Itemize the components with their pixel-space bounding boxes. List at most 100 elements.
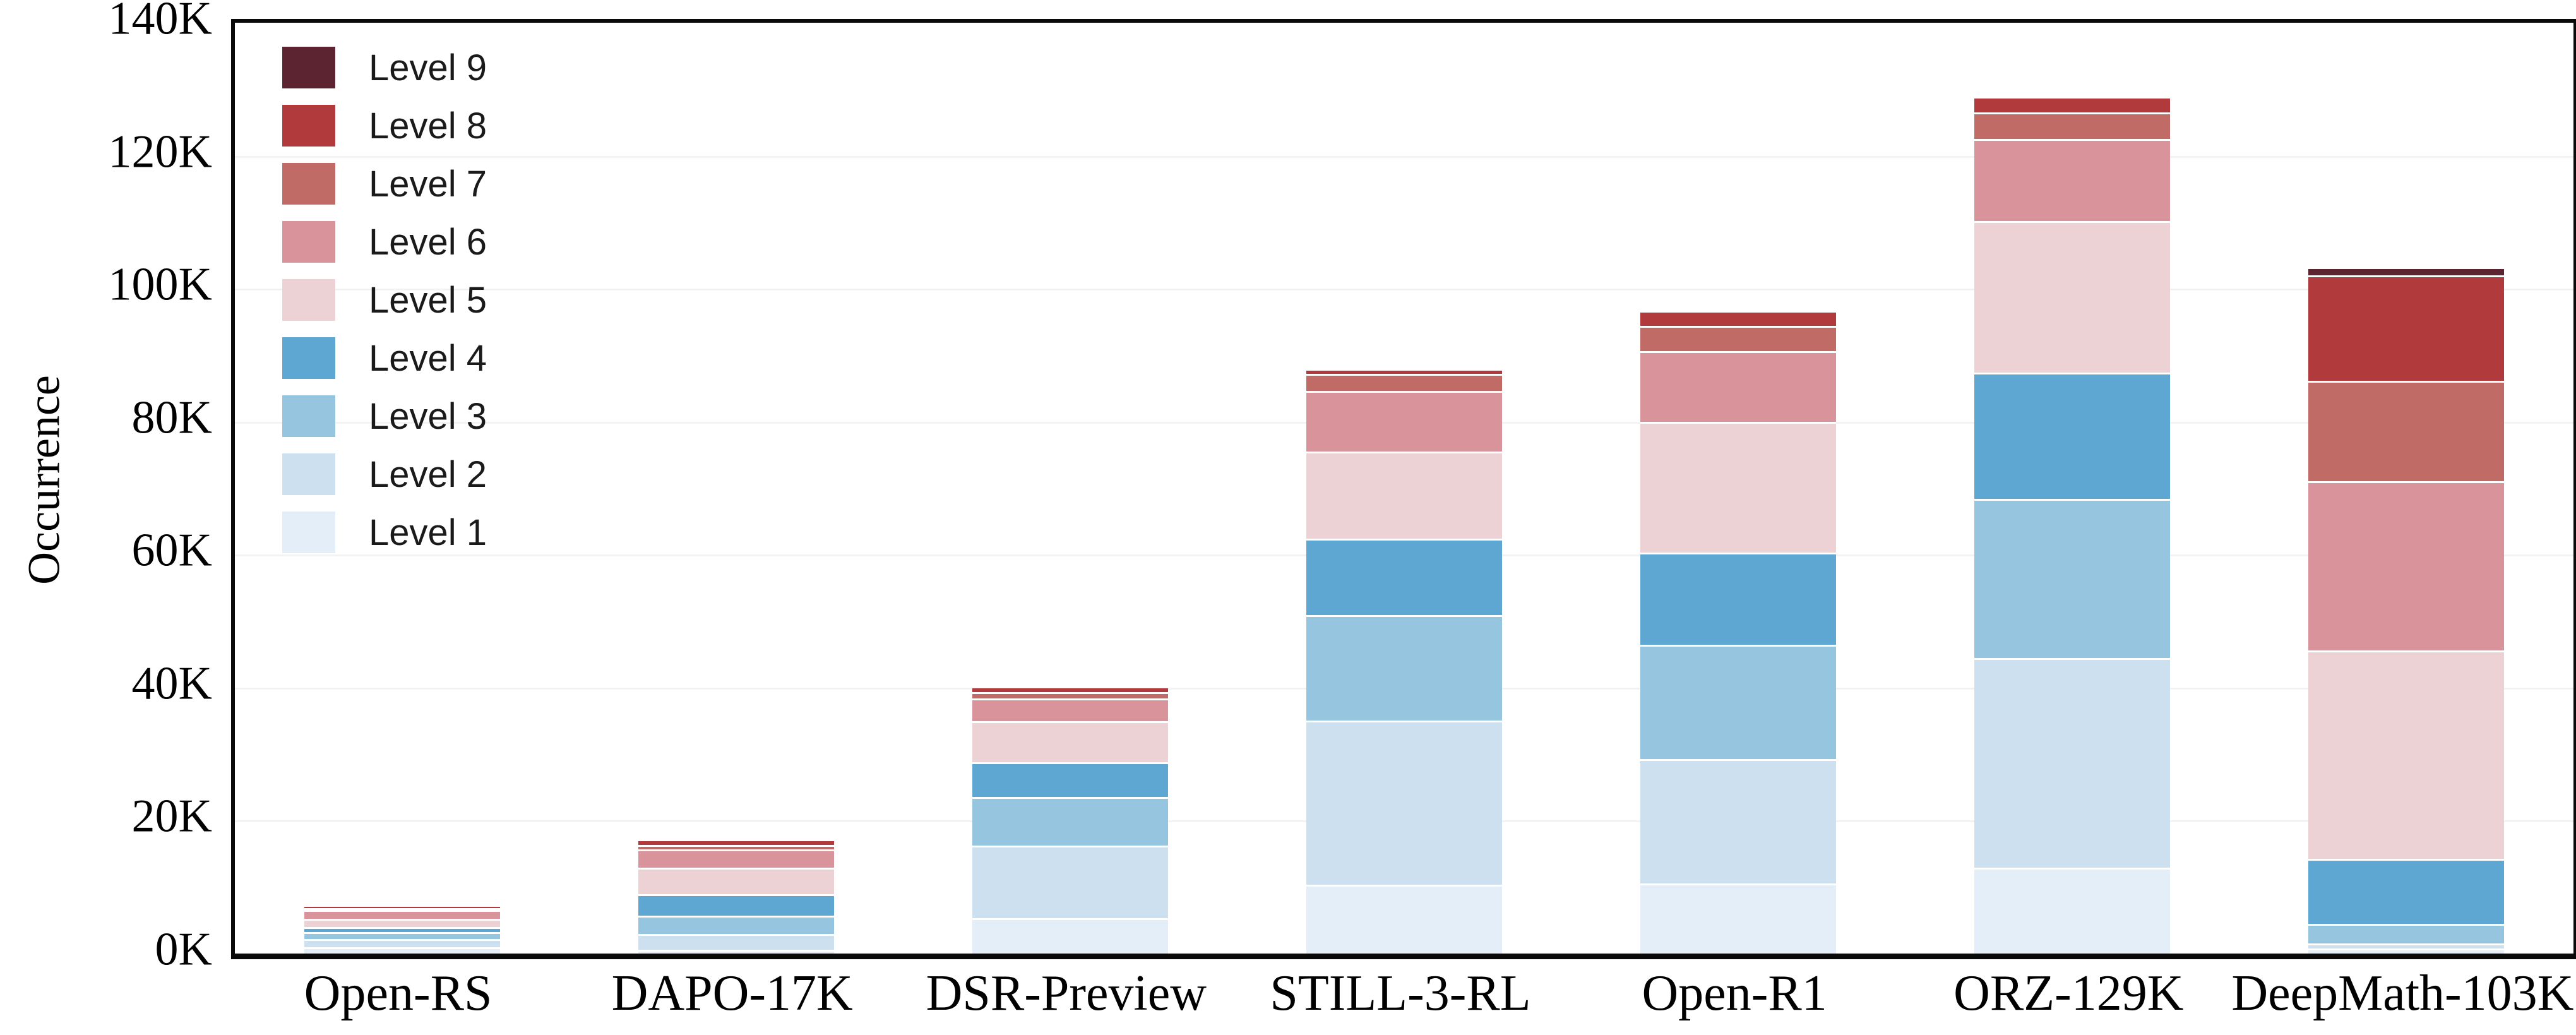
- y-tick-label: 100K: [108, 258, 212, 311]
- y-tick-label: 40K: [131, 657, 212, 710]
- y-tick-label: 20K: [131, 790, 212, 842]
- legend-item-level-5: Level 5: [282, 279, 487, 321]
- bar-segment-deepmath-103k-level-3: [2308, 925, 2505, 946]
- legend-swatch-level-2: [282, 453, 335, 495]
- bar-segment-dapo-17k-level-6: [638, 851, 834, 870]
- legend-item-level-9: Level 9: [282, 47, 487, 88]
- bar-segment-deepmath-103k-level-6: [2308, 482, 2505, 653]
- bar-segment-open-rs-level-7: [304, 909, 500, 912]
- legend-swatch-level-9: [282, 47, 335, 88]
- bar-segment-still-3-rl-level-6: [1306, 393, 1502, 454]
- legend-item-level-7: Level 7: [282, 163, 487, 205]
- bar-segment-open-r1-level-1: [1640, 885, 1837, 954]
- y-tick-label: 60K: [131, 524, 212, 577]
- bar-segment-dsr-preview-level-8: [972, 688, 1168, 695]
- bar-segment-dsr-preview-level-4: [972, 763, 1168, 799]
- bar-segment-orz-129k-level-1: [1974, 870, 2171, 954]
- bar-segment-open-r1-level-8: [1640, 313, 1837, 328]
- bar-segment-dapo-17k-level-8: [638, 841, 834, 847]
- bar-segment-deepmath-103k-level-4: [2308, 860, 2505, 926]
- legend-item-level-8: Level 8: [282, 105, 487, 147]
- bar-segment-open-rs-level-1: [304, 948, 500, 954]
- bar-segment-open-r1-level-7: [1640, 328, 1837, 354]
- bar-segment-dapo-17k-level-4: [638, 896, 834, 918]
- legend-label: Level 9: [369, 47, 487, 88]
- bar-segment-still-3-rl-level-7: [1306, 376, 1502, 393]
- bar-segment-deepmath-103k-level-9: [2308, 268, 2505, 278]
- legend-item-level-3: Level 3: [282, 395, 487, 437]
- bar-segment-deepmath-103k-level-2: [2308, 945, 2505, 950]
- y-tick-label: 140K: [108, 0, 212, 45]
- bar-segment-still-3-rl-level-3: [1306, 617, 1502, 722]
- bar-segment-orz-129k-level-7: [1974, 114, 2171, 141]
- x-axis-label-open-rs: Open-RS: [304, 966, 492, 1021]
- legend-label: Level 1: [369, 512, 487, 553]
- legend-label: Level 4: [369, 337, 487, 379]
- bar-segment-open-rs-level-5: [304, 921, 500, 930]
- legend-swatch-level-1: [282, 512, 335, 553]
- x-axis-label-still-3-rl: STILL-3-RL: [1270, 966, 1531, 1021]
- bar-segment-open-r1-level-6: [1640, 353, 1837, 424]
- legend-swatch-level-7: [282, 163, 335, 205]
- x-axis-label-dapo-17k: DAPO-17K: [611, 966, 853, 1021]
- bar-segment-open-r1-level-3: [1640, 646, 1837, 761]
- legend-item-level-6: Level 6: [282, 221, 487, 263]
- y-axis-title: Occurrence: [18, 375, 69, 585]
- bar-segment-still-3-rl-level-4: [1306, 541, 1502, 618]
- bar-segment-dsr-preview-level-7: [972, 694, 1168, 700]
- legend-item-level-2: Level 2: [282, 453, 487, 495]
- bar-segment-still-3-rl-level-2: [1306, 722, 1502, 887]
- x-axis-label-open-r1: Open-R1: [1642, 966, 1827, 1021]
- bar-segment-still-3-rl-level-8: [1306, 370, 1502, 376]
- y-tick-label: 80K: [131, 392, 212, 444]
- x-axis-label-orz-129k: ORZ-129K: [1953, 966, 2184, 1021]
- bar-segment-still-3-rl-level-5: [1306, 453, 1502, 541]
- x-axis-label-deepmath-103k: DeepMath-103K: [2231, 966, 2574, 1021]
- bar-segment-open-rs-level-6: [304, 911, 500, 921]
- legend-label: Level 3: [369, 395, 487, 437]
- bar-segment-open-rs-level-3: [304, 934, 500, 941]
- plot-area: Level 9 Level 8 Level 7 Level 6 Level 5 Level…: [231, 19, 2576, 959]
- legend-label: Level 2: [369, 453, 487, 495]
- bar-segment-orz-129k-level-3: [1974, 501, 2171, 660]
- legend-swatch-level-8: [282, 105, 335, 147]
- bar-segment-orz-129k-level-4: [1974, 374, 2171, 501]
- bar-segment-dapo-17k-level-2: [638, 935, 834, 952]
- bar-segment-dapo-17k-level-3: [638, 918, 834, 936]
- bar-segment-dsr-preview-level-5: [972, 722, 1168, 764]
- x-axis-label-dsr-preview: DSR-Preview: [926, 966, 1207, 1021]
- bar-segment-open-r1-level-4: [1640, 554, 1837, 647]
- bar-segment-deepmath-103k-level-7: [2308, 382, 2505, 483]
- bar-segment-still-3-rl-level-1: [1306, 886, 1502, 954]
- bar-segment-dapo-17k-level-1: [638, 951, 834, 954]
- legend-item-level-4: Level 4: [282, 337, 487, 379]
- legend-label: Level 5: [369, 279, 487, 321]
- bar-segment-open-rs-level-2: [304, 941, 500, 949]
- legend-label: Level 7: [369, 163, 487, 205]
- gridline-120k: [235, 155, 2573, 158]
- y-tick-label: 120K: [108, 126, 212, 178]
- bar-segment-deepmath-103k-level-5: [2308, 652, 2505, 861]
- y-tick-label: 0K: [155, 923, 212, 976]
- bar-segment-open-rs-level-4: [304, 929, 500, 935]
- bar-segment-deepmath-103k-level-8: [2308, 277, 2505, 383]
- gridline-100k: [235, 289, 2573, 291]
- bar-segment-open-r1-level-2: [1640, 760, 1837, 885]
- bar-segment-orz-129k-level-6: [1974, 141, 2171, 223]
- legend-label: Level 8: [369, 105, 487, 147]
- legend-item-level-1: Level 1: [282, 512, 487, 553]
- bar-segment-dapo-17k-level-5: [638, 870, 834, 897]
- bar-segment-dapo-17k-level-7: [638, 846, 834, 851]
- legend-swatch-level-3: [282, 395, 335, 437]
- bar-segment-orz-129k-level-8: [1974, 99, 2171, 115]
- bar-segment-dsr-preview-level-2: [972, 847, 1168, 921]
- bar-segment-dsr-preview-level-3: [972, 798, 1168, 847]
- legend-swatch-level-6: [282, 221, 335, 263]
- legend-label: Level 6: [369, 221, 487, 263]
- bar-segment-deepmath-103k-level-1: [2308, 950, 2505, 954]
- bar-segment-orz-129k-level-5: [1974, 222, 2171, 374]
- legend-swatch-level-5: [282, 279, 335, 321]
- bar-segment-dsr-preview-level-1: [972, 920, 1168, 954]
- bar-segment-orz-129k-level-2: [1974, 659, 2171, 870]
